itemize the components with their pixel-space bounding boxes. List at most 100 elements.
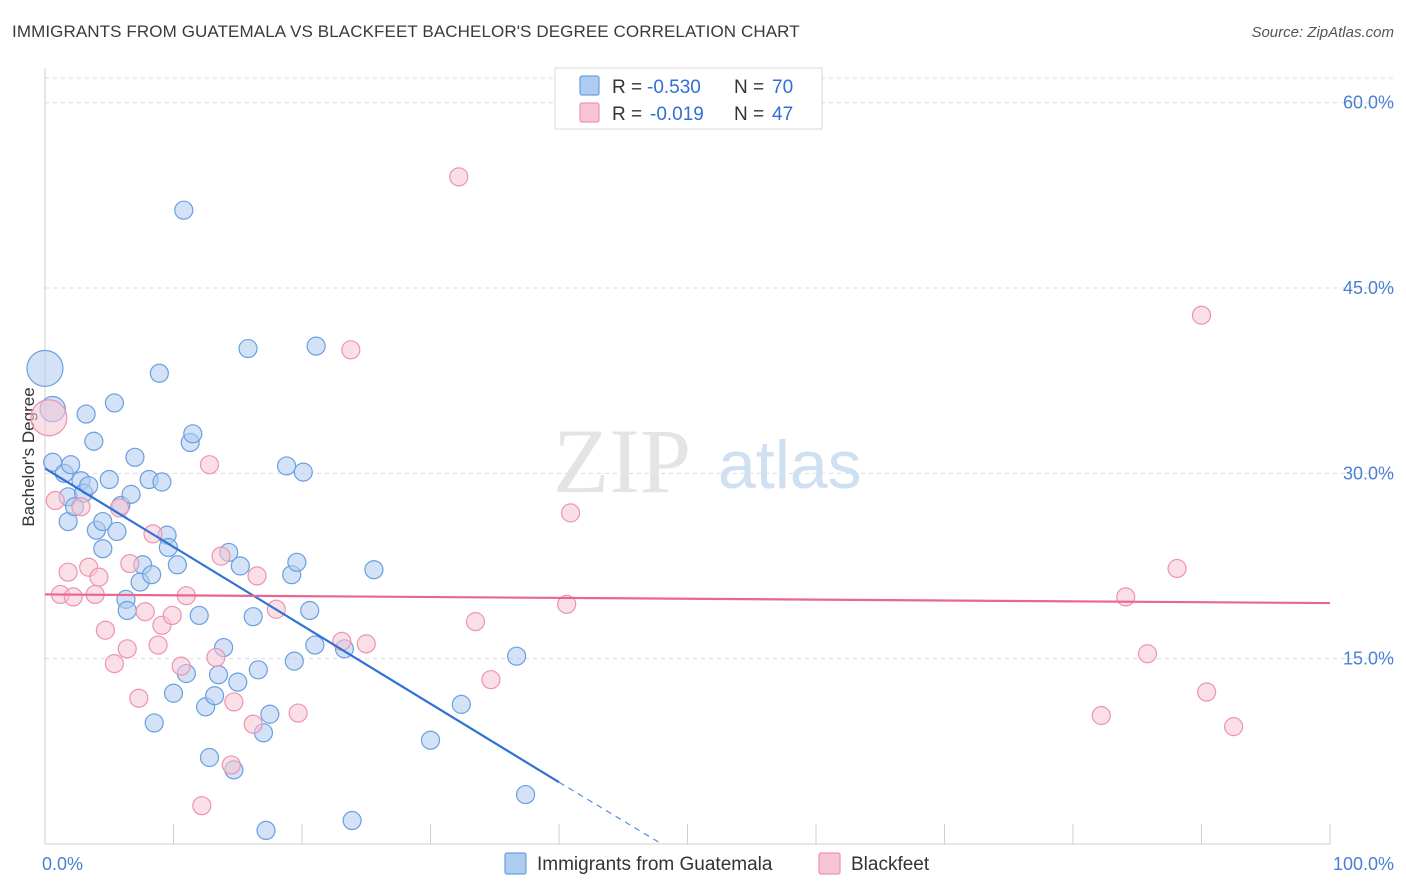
point-pink-22 — [192, 796, 212, 816]
bottom-legend: Immigrants from Guatemala Blackfeet — [504, 852, 930, 875]
point-blue-41 — [199, 747, 220, 768]
point-blue-49 — [238, 338, 258, 359]
point-blue-42 — [205, 686, 225, 706]
trend-line-blue — [44, 467, 560, 784]
point-pink-42 — [1137, 644, 1158, 664]
trend-line-pink — [44, 593, 1331, 605]
stats-legend: R = -0.530 N = 70 R = -0.019 N = 47 — [554, 67, 823, 130]
trend-lines — [44, 467, 1331, 845]
point-pink-40 — [1091, 705, 1111, 726]
legend-r-value-guatemala: -0.530 — [647, 77, 701, 98]
series-pink-points — [30, 167, 1244, 816]
source-text: Source: ZipAtlas.com — [1251, 24, 1394, 41]
point-pink-23 — [199, 455, 220, 475]
point-blue-5 — [61, 455, 81, 475]
point-pink-15 — [135, 602, 155, 622]
point-blue-57 — [284, 651, 304, 671]
point-blue-23 — [125, 447, 145, 467]
point-pink-17 — [148, 635, 168, 655]
series-blue-points — [26, 200, 536, 841]
point-blue-47 — [228, 672, 248, 692]
point-pink-8 — [89, 567, 109, 587]
point-pink-12 — [117, 639, 137, 659]
bottom-legend-swatch-blackfeet — [818, 852, 841, 875]
point-pink-37 — [481, 670, 501, 690]
trend-extension-blue — [558, 781, 663, 845]
y-tick-label-1: 30.0% — [1343, 463, 1394, 483]
point-pink-32 — [332, 631, 352, 651]
point-pink-28 — [243, 714, 263, 734]
point-pink-45 — [1197, 682, 1217, 702]
point-pink-0 — [30, 399, 68, 437]
point-blue-59 — [293, 462, 313, 482]
point-blue-50 — [243, 607, 263, 627]
legend-r-value-blackfeet: -0.019 — [650, 104, 704, 125]
watermark-zip: ZIP — [553, 410, 691, 512]
point-blue-35 — [174, 200, 194, 220]
point-pink-1 — [45, 490, 65, 511]
point-pink-3 — [58, 562, 78, 582]
point-blue-27 — [142, 565, 162, 585]
point-pink-33 — [341, 340, 361, 360]
point-blue-65 — [364, 560, 384, 580]
point-pink-41 — [1116, 587, 1136, 607]
point-blue-15 — [93, 511, 113, 532]
watermark-atlas: atlas — [718, 427, 862, 503]
point-blue-30 — [152, 472, 172, 492]
point-blue-21 — [117, 600, 137, 621]
legend-r-label-blackfeet: R = — [612, 104, 642, 125]
point-blue-66 — [420, 730, 441, 750]
point-pink-29 — [247, 566, 267, 586]
legend-n-value-blackfeet: 47 — [772, 104, 793, 125]
legend-n-value-guatemala: 70 — [772, 77, 793, 98]
point-blue-58 — [287, 552, 307, 572]
point-pink-26 — [221, 755, 241, 775]
point-pink-13 — [120, 553, 140, 574]
y-tick-labels: 15.0% 30.0% 45.0% 60.0% — [1343, 93, 1394, 669]
axes — [44, 68, 1331, 845]
legend-n-label-blackfeet: N = — [734, 104, 764, 125]
point-blue-14 — [93, 539, 113, 559]
point-pink-10 — [104, 654, 124, 674]
point-blue-38 — [183, 424, 203, 444]
point-blue-28 — [144, 713, 164, 733]
point-pink-19 — [162, 605, 182, 626]
bottom-legend-label-guatemala: Immigrants from Guatemala — [537, 854, 773, 875]
point-blue-22 — [121, 484, 141, 504]
point-blue-18 — [107, 521, 127, 542]
point-blue-68 — [506, 646, 527, 666]
legend-n-label-guatemala: N = — [734, 77, 764, 98]
point-blue-29 — [149, 363, 169, 383]
point-blue-39 — [189, 605, 209, 626]
point-pink-46 — [1224, 717, 1244, 737]
point-pink-34 — [356, 634, 376, 654]
x-tick-label-min: 0.0% — [42, 854, 83, 874]
point-blue-60 — [300, 600, 320, 621]
point-pink-43 — [1167, 558, 1187, 579]
chart-title: IMMIGRANTS FROM GUATEMALA VS BLACKFEET B… — [12, 22, 800, 41]
point-pink-14 — [129, 688, 149, 708]
point-blue-12 — [84, 431, 104, 451]
point-blue-32 — [158, 537, 178, 558]
point-blue-51 — [248, 660, 268, 680]
y-tick-label-2: 45.0% — [1343, 278, 1394, 298]
point-pink-39 — [560, 503, 581, 523]
y-tick-label-0: 15.0% — [1343, 649, 1394, 669]
legend-swatch-blackfeet — [579, 102, 600, 123]
bottom-legend-label-blackfeet: Blackfeet — [851, 854, 930, 875]
point-pink-5 — [71, 497, 91, 517]
point-pink-25 — [211, 546, 231, 566]
point-blue-67 — [451, 694, 471, 714]
point-pink-36 — [465, 612, 486, 632]
point-blue-33 — [163, 683, 184, 703]
x-tick-label-max: 100.0% — [1333, 854, 1394, 874]
point-blue-17 — [104, 393, 124, 413]
point-blue-55 — [276, 456, 297, 476]
point-pink-4 — [63, 587, 83, 607]
point-blue-48 — [230, 556, 250, 576]
point-pink-31 — [288, 703, 308, 723]
point-blue-34 — [167, 555, 187, 575]
series-points — [26, 167, 1244, 841]
point-pink-24 — [206, 647, 226, 668]
